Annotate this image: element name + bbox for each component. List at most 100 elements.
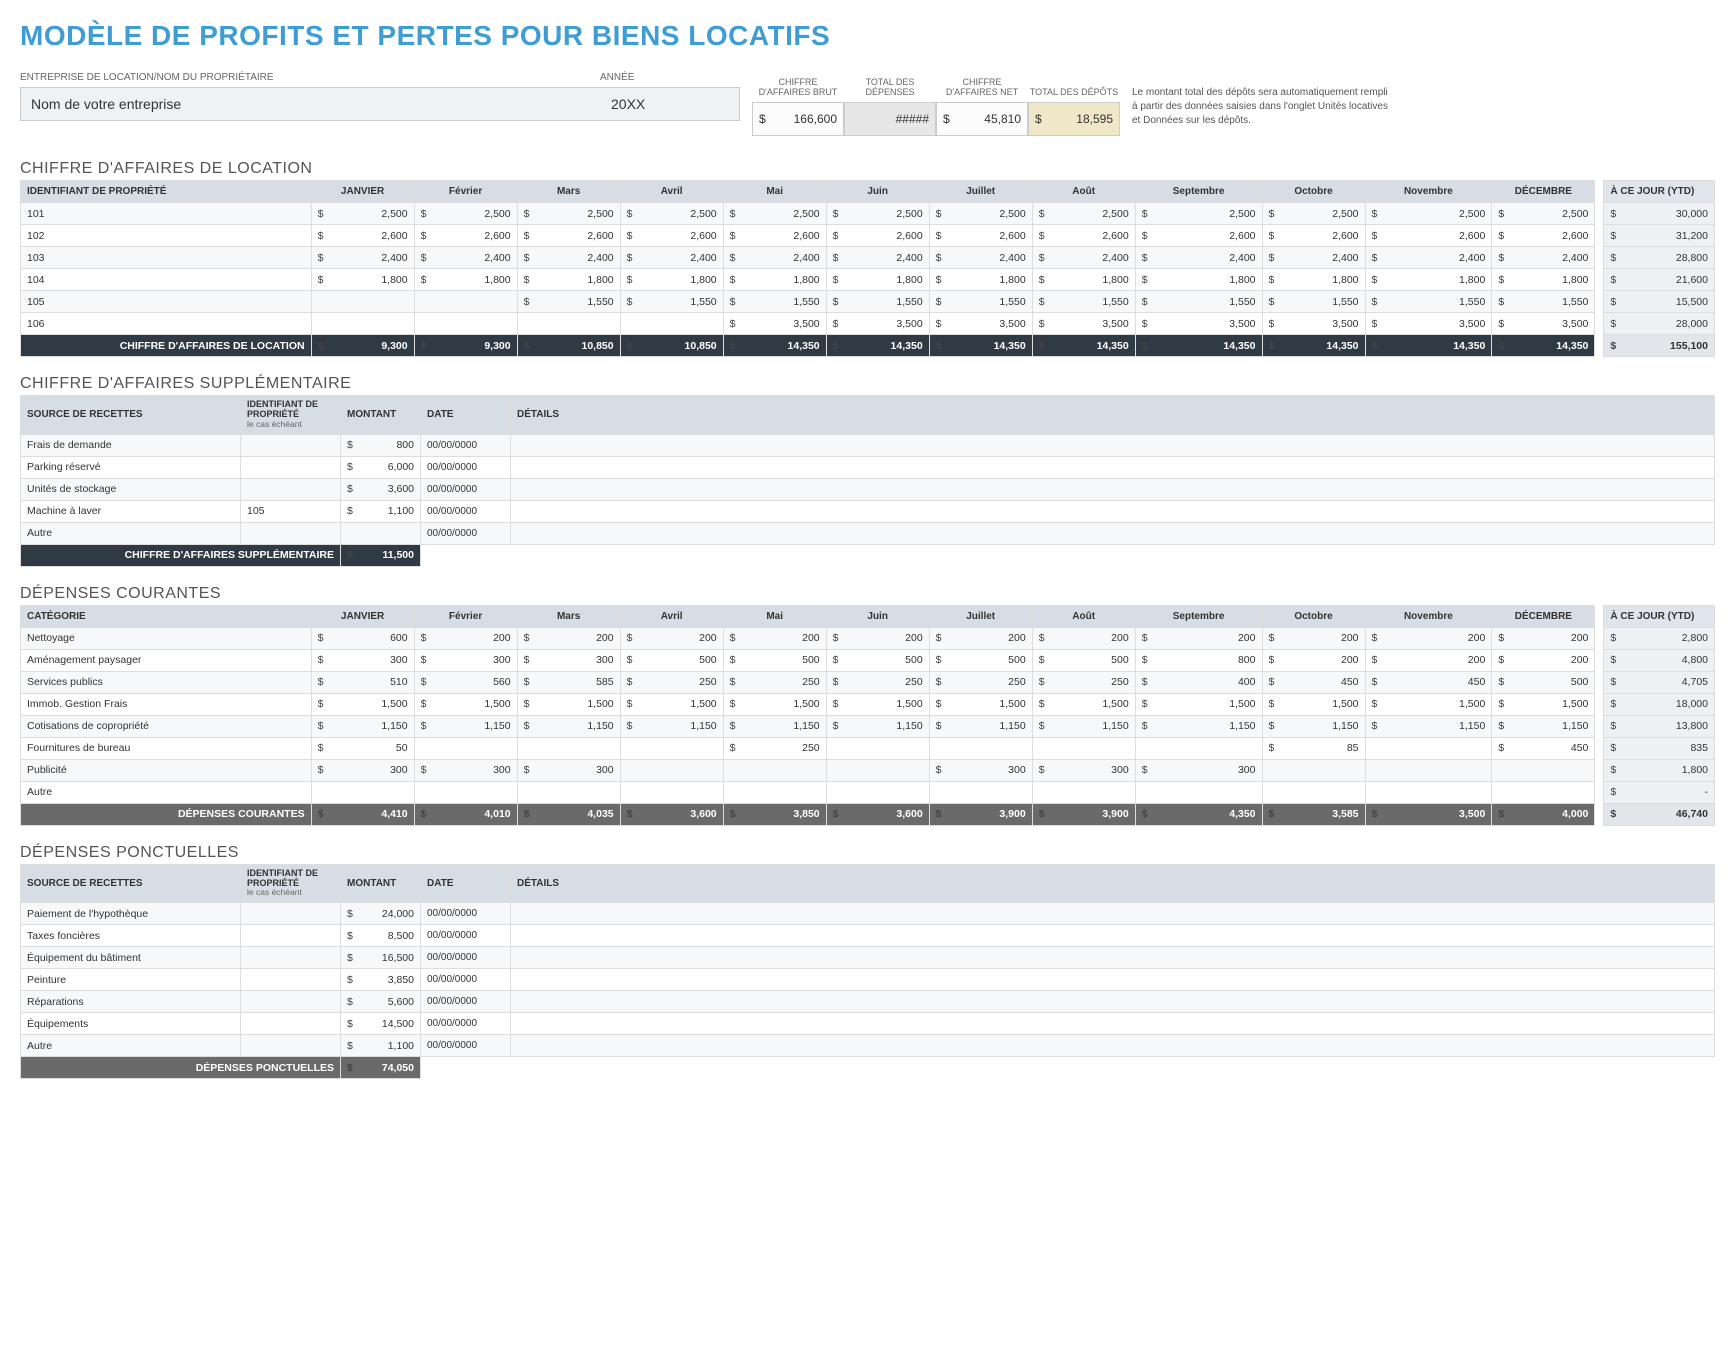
recurring-ytd-table: À CE JOUR (YTD)2,8004,8004,70518,00013,8… xyxy=(1603,605,1715,826)
company-label: ENTREPRISE DE LOCATION/NOM DU PROPRIÉTAI… xyxy=(20,72,600,83)
cell: 2,500 xyxy=(1262,203,1365,225)
cell: 3,500 xyxy=(1135,313,1262,335)
cell: 2,500 xyxy=(826,203,929,225)
cell: 1,100 xyxy=(341,500,421,522)
cell: 1,800 xyxy=(1492,269,1595,291)
cell: 1,150 xyxy=(1492,715,1595,737)
col-month: Mai xyxy=(723,181,826,203)
table-row: Peinture3,85000/00/0000 xyxy=(21,969,1715,991)
cell: 3,585 xyxy=(1262,803,1365,825)
cell: 1,500 xyxy=(826,693,929,715)
cell-date: 00/00/0000 xyxy=(421,456,511,478)
cell: 300 xyxy=(311,649,414,671)
cell: 2,400 xyxy=(1032,247,1135,269)
cell: 1,800 xyxy=(1135,269,1262,291)
cell-source: Unités de stockage xyxy=(21,478,241,500)
year-label: ANNÉE xyxy=(600,72,634,83)
onetime-section-title: DÉPENSES PONCTUELLES xyxy=(20,844,1715,862)
cell: 1,800 xyxy=(1365,269,1492,291)
year-value[interactable]: 20XX xyxy=(601,96,739,112)
cell: 200 xyxy=(620,627,723,649)
table-row: 1022,6002,6002,6002,6002,6002,6002,6002,… xyxy=(21,225,1595,247)
col-date: DATE xyxy=(421,864,511,903)
col-month: Septembre xyxy=(1135,181,1262,203)
cell-date: 00/00/0000 xyxy=(421,925,511,947)
cell xyxy=(311,781,414,803)
cell: 1,800 xyxy=(311,269,414,291)
cell: 400 xyxy=(1135,671,1262,693)
totals-row: CHIFFRE D'AFFAIRES DE LOCATION9,3009,300… xyxy=(21,335,1595,357)
cell: 2,600 xyxy=(1492,225,1595,247)
cell: 50 xyxy=(311,737,414,759)
row-id: Cotisations de copropriété xyxy=(21,715,312,737)
cell: 585 xyxy=(517,671,620,693)
cell: 250 xyxy=(620,671,723,693)
cell-date: 00/00/0000 xyxy=(421,500,511,522)
ytd-total-row: 155,100 xyxy=(1604,335,1715,357)
cell: 2,600 xyxy=(311,225,414,247)
table-row: Autre xyxy=(21,781,1595,803)
cell: 2,500 xyxy=(620,203,723,225)
cell: 1,550 xyxy=(1262,291,1365,313)
summary-gross-value: 166,600 xyxy=(794,112,837,126)
table-row: Aménagement paysager30030030050050050050… xyxy=(21,649,1595,671)
col-month: Novembre xyxy=(1365,605,1492,627)
cell-details xyxy=(511,500,1715,522)
cell-date: 00/00/0000 xyxy=(421,969,511,991)
cell: 1,550 xyxy=(929,291,1032,313)
col-month: Novembre xyxy=(1365,181,1492,203)
cell: 3,500 xyxy=(1032,313,1135,335)
cell: 2,500 xyxy=(723,203,826,225)
cell-details xyxy=(511,456,1715,478)
col-month: Juin xyxy=(826,181,929,203)
cell xyxy=(1492,759,1595,781)
col-month: JANVIER xyxy=(311,181,414,203)
cell xyxy=(620,781,723,803)
table-row: Taxes foncières8,50000/00/0000 xyxy=(21,925,1715,947)
cell: 2,600 xyxy=(1365,225,1492,247)
cell-details xyxy=(511,478,1715,500)
cell: 1,150 xyxy=(414,715,517,737)
cell: 300 xyxy=(414,759,517,781)
ytd-row: 4,705 xyxy=(1604,671,1715,693)
rental-ytd-table: À CE JOUR (YTD)30,00031,20028,80021,6001… xyxy=(1603,180,1715,357)
cell xyxy=(1365,759,1492,781)
cell: 4,410 xyxy=(311,803,414,825)
cell: 2,400 xyxy=(826,247,929,269)
cell-pid xyxy=(241,947,341,969)
cell xyxy=(620,313,723,335)
cell: 3,600 xyxy=(341,478,421,500)
col-source: SOURCE DE RECETTES xyxy=(21,864,241,903)
cell: 3,600 xyxy=(620,803,723,825)
cell-date: 00/00/0000 xyxy=(421,903,511,925)
cell-date: 00/00/0000 xyxy=(421,478,511,500)
table-row: 1041,8001,8001,8001,8001,8001,8001,8001,… xyxy=(21,269,1595,291)
cell: 14,350 xyxy=(1262,335,1365,357)
table-row: 1012,5002,5002,5002,5002,5002,5002,5002,… xyxy=(21,203,1595,225)
cell: 300 xyxy=(1032,759,1135,781)
cell: 300 xyxy=(517,759,620,781)
company-value[interactable]: Nom de votre entreprise xyxy=(21,96,601,112)
cell: 3,500 xyxy=(826,313,929,335)
summary-gross-label: CHIFFRE D'AFFAIRES BRUT xyxy=(752,72,844,98)
cell: 1,150 xyxy=(1262,715,1365,737)
table-row: Paiement de l'hypothèque24,00000/00/0000 xyxy=(21,903,1715,925)
cell: 3,500 xyxy=(1365,313,1492,335)
cell: 2,400 xyxy=(929,247,1032,269)
cell: 1,150 xyxy=(517,715,620,737)
cell: 500 xyxy=(1032,649,1135,671)
cell: 1,550 xyxy=(1032,291,1135,313)
row-id: Fournitures de bureau xyxy=(21,737,312,759)
cell xyxy=(517,781,620,803)
summary-exp-value: ##### xyxy=(896,112,929,126)
cell: 1,550 xyxy=(620,291,723,313)
cell: 14,350 xyxy=(929,335,1032,357)
cell: 2,600 xyxy=(723,225,826,247)
ytd-row: 1,800 xyxy=(1604,759,1715,781)
cell-pid xyxy=(241,456,341,478)
ytd-row: 30,000 xyxy=(1604,203,1715,225)
col-details: DÉTAILS xyxy=(511,864,1715,903)
cell: 9,300 xyxy=(414,335,517,357)
cell-source: Autre xyxy=(21,1035,241,1057)
col-month: Avril xyxy=(620,605,723,627)
